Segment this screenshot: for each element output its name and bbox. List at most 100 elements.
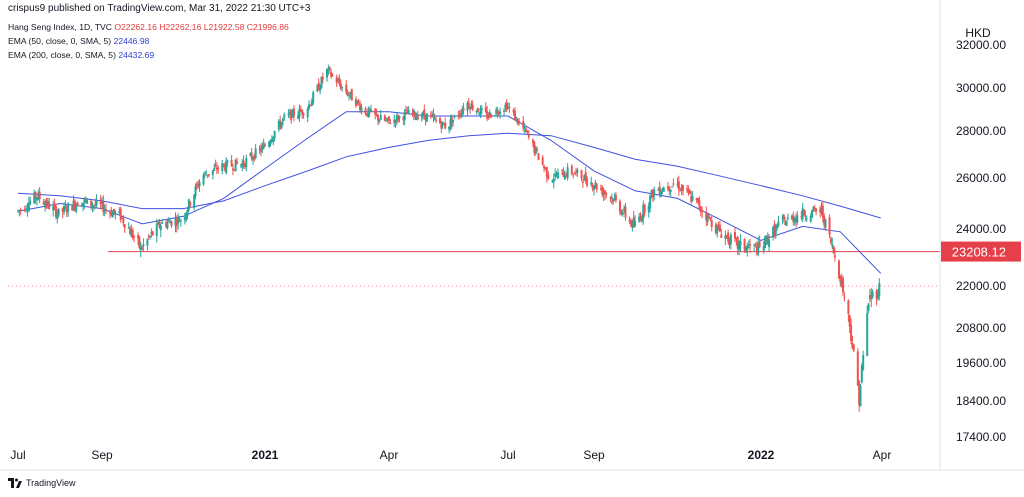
candle-body[interactable] — [729, 234, 732, 245]
candle-body[interactable] — [605, 193, 608, 195]
candle-body[interactable] — [595, 183, 598, 190]
candle-body[interactable] — [130, 230, 133, 237]
candle-body[interactable] — [166, 222, 169, 229]
candle-body[interactable] — [634, 220, 637, 226]
candle-body[interactable] — [475, 110, 478, 113]
candle-body[interactable] — [405, 109, 407, 111]
candle-body[interactable] — [815, 208, 818, 212]
candle-body[interactable] — [109, 212, 112, 214]
candle-body[interactable] — [273, 131, 276, 138]
candle-body[interactable] — [259, 148, 262, 152]
candle-body[interactable] — [292, 108, 295, 117]
candle-body[interactable] — [766, 235, 769, 244]
candle-body[interactable] — [291, 110, 294, 118]
candle-body[interactable] — [666, 186, 669, 190]
candle-body[interactable] — [837, 260, 840, 279]
candle-body[interactable] — [642, 204, 645, 219]
candle-body[interactable] — [110, 211, 113, 216]
candle-body[interactable] — [590, 182, 593, 185]
candle-body[interactable] — [870, 294, 873, 300]
candle-body[interactable] — [283, 114, 286, 118]
candle-body[interactable] — [619, 201, 622, 213]
candle-body[interactable] — [349, 91, 352, 95]
candle-body[interactable] — [800, 216, 803, 218]
candle-body[interactable] — [554, 173, 557, 177]
candle-body[interactable] — [516, 119, 519, 124]
plot-area[interactable] — [8, 64, 940, 412]
candle-body[interactable] — [423, 109, 426, 117]
candle-body[interactable] — [459, 113, 462, 115]
candle-body[interactable] — [736, 236, 739, 249]
candle-body[interactable] — [235, 161, 238, 164]
candle-body[interactable] — [593, 186, 595, 190]
candle-body[interactable] — [522, 120, 525, 129]
candle-body[interactable] — [439, 118, 441, 124]
candle-body[interactable] — [215, 167, 218, 170]
candle-body[interactable] — [129, 228, 132, 235]
candle-body[interactable] — [480, 108, 483, 110]
candle-body[interactable] — [581, 181, 584, 183]
candle-body[interactable] — [146, 239, 149, 246]
candle-body[interactable] — [632, 217, 635, 228]
candle-body[interactable] — [551, 180, 554, 182]
candle-body[interactable] — [724, 235, 727, 239]
candle-body[interactable] — [261, 145, 264, 150]
candle-body[interactable] — [738, 243, 741, 250]
candle-body[interactable] — [422, 112, 424, 117]
candle-body[interactable] — [486, 111, 489, 119]
candle-body[interactable] — [102, 201, 105, 213]
candle-body[interactable] — [38, 191, 41, 200]
candle-body[interactable] — [555, 175, 558, 177]
candle-body[interactable] — [149, 236, 152, 238]
candle-body[interactable] — [594, 182, 597, 188]
candle-body[interactable] — [523, 127, 526, 129]
candle-body[interactable] — [365, 113, 368, 116]
candle-body[interactable] — [709, 218, 712, 220]
candle-body[interactable] — [785, 221, 788, 226]
candle-body[interactable] — [375, 113, 378, 115]
candle-body[interactable] — [337, 80, 340, 82]
candle-body[interactable] — [147, 236, 150, 238]
candle-body[interactable] — [862, 355, 865, 370]
candle-body[interactable] — [518, 121, 521, 123]
candle-body[interactable] — [781, 218, 784, 220]
candle-body[interactable] — [774, 225, 777, 235]
candle-body[interactable] — [151, 231, 154, 236]
candle-body[interactable] — [821, 205, 824, 218]
candle-body[interactable] — [121, 217, 124, 219]
candle-body[interactable] — [44, 203, 47, 208]
candle-body[interactable] — [668, 186, 671, 191]
candle-body[interactable] — [681, 185, 684, 191]
candle-body[interactable] — [777, 221, 780, 226]
candle-body[interactable] — [839, 276, 842, 283]
candle-body[interactable] — [586, 178, 589, 186]
candle-body[interactable] — [466, 102, 469, 111]
candle-body[interactable] — [165, 222, 168, 227]
candle-body[interactable] — [80, 205, 83, 207]
candle-body[interactable] — [840, 280, 843, 286]
candle-body[interactable] — [326, 68, 328, 78]
candle-body[interactable] — [389, 122, 392, 124]
candle-body[interactable] — [264, 144, 266, 147]
candle-body[interactable] — [57, 208, 60, 216]
candle-body[interactable] — [52, 206, 55, 211]
candle-body[interactable] — [790, 215, 793, 220]
candle-body[interactable] — [350, 89, 353, 101]
candle-body[interactable] — [202, 175, 205, 185]
footer-brand[interactable]: TradingView — [8, 478, 76, 488]
candle-body[interactable] — [620, 211, 623, 214]
candle-body[interactable] — [876, 295, 879, 299]
candle-body[interactable] — [513, 110, 516, 121]
candle-body[interactable] — [306, 108, 309, 118]
candle-body[interactable] — [253, 155, 256, 160]
candle-body[interactable] — [64, 206, 67, 209]
candle-body[interactable] — [671, 186, 674, 188]
candle-body[interactable] — [804, 215, 807, 217]
candle-body[interactable] — [241, 163, 244, 168]
candle-body[interactable] — [801, 208, 804, 219]
candle-body[interactable] — [776, 225, 779, 228]
candle-body[interactable] — [478, 113, 481, 115]
candle-body[interactable] — [114, 211, 117, 215]
candle-body[interactable] — [105, 209, 108, 211]
